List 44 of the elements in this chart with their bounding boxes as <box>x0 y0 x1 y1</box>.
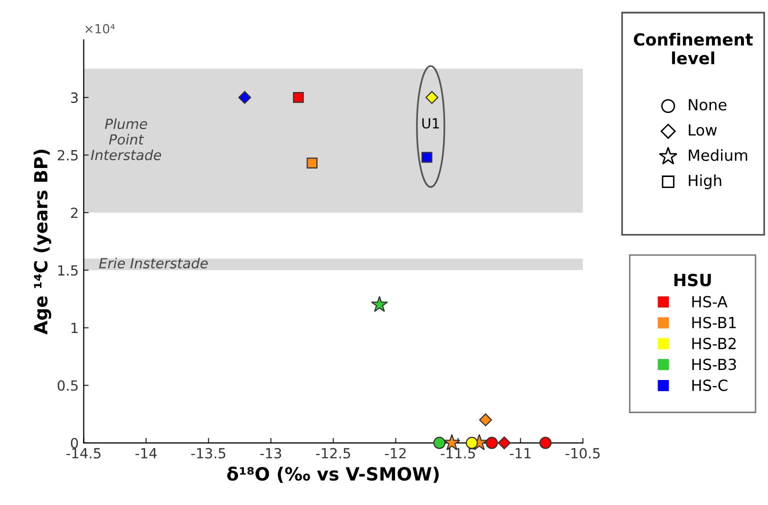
y-tick-label: 2.5 <box>58 150 78 161</box>
legend-label: HS-A <box>692 296 728 308</box>
point <box>466 436 478 449</box>
point <box>433 436 446 449</box>
text: High <box>688 174 722 190</box>
y-tick-label: 1.5 <box>58 265 78 276</box>
legend-label: HS-B3 <box>692 358 736 370</box>
point <box>425 91 438 104</box>
point <box>498 436 511 450</box>
point <box>539 436 552 449</box>
band-label: Erie Insterstade <box>99 258 208 268</box>
point <box>479 413 492 426</box>
text: ×10⁴ <box>85 24 115 34</box>
point <box>421 152 432 163</box>
point <box>238 91 252 104</box>
x-tick-label: -11 <box>510 448 531 458</box>
legend-label: HS-B1 <box>692 316 736 328</box>
x-tick-label: -13 <box>260 448 282 458</box>
y-tick-label: 0.5 <box>58 380 78 391</box>
text: Medium <box>688 149 748 161</box>
legend-title: HSU <box>674 274 711 286</box>
y-tick-label: 3 <box>71 92 78 103</box>
band-label: Plume Point Interstade <box>90 118 162 160</box>
x-tick-label: -14 <box>135 448 157 458</box>
annotation: U1 <box>422 118 439 129</box>
x-tick-label: -14.5 <box>66 448 100 458</box>
text: Confinement level <box>634 32 753 64</box>
legend-label: HS-B2 <box>692 338 736 350</box>
x-tick-label: -10.5 <box>566 448 600 458</box>
x-axis-title: δ¹⁸O (‰ vs V-SMOW) <box>227 466 439 483</box>
x-tick-label: -12.5 <box>316 448 350 458</box>
legend-label: HS-C <box>692 380 728 392</box>
y-tick-label: 2 <box>71 208 78 218</box>
point <box>486 436 498 449</box>
text: Low <box>688 124 717 136</box>
y-tick-label: 0 <box>70 438 78 448</box>
x-tick-label: -12 <box>385 448 406 458</box>
point <box>306 158 318 169</box>
x-tick-label: -13.5 <box>191 448 226 458</box>
point <box>371 296 388 312</box>
text: None <box>688 99 726 110</box>
y-tick-label: 1 <box>72 322 78 334</box>
point <box>292 92 304 103</box>
y-axis-title: Age ¹⁴C (years BP) <box>34 150 52 335</box>
